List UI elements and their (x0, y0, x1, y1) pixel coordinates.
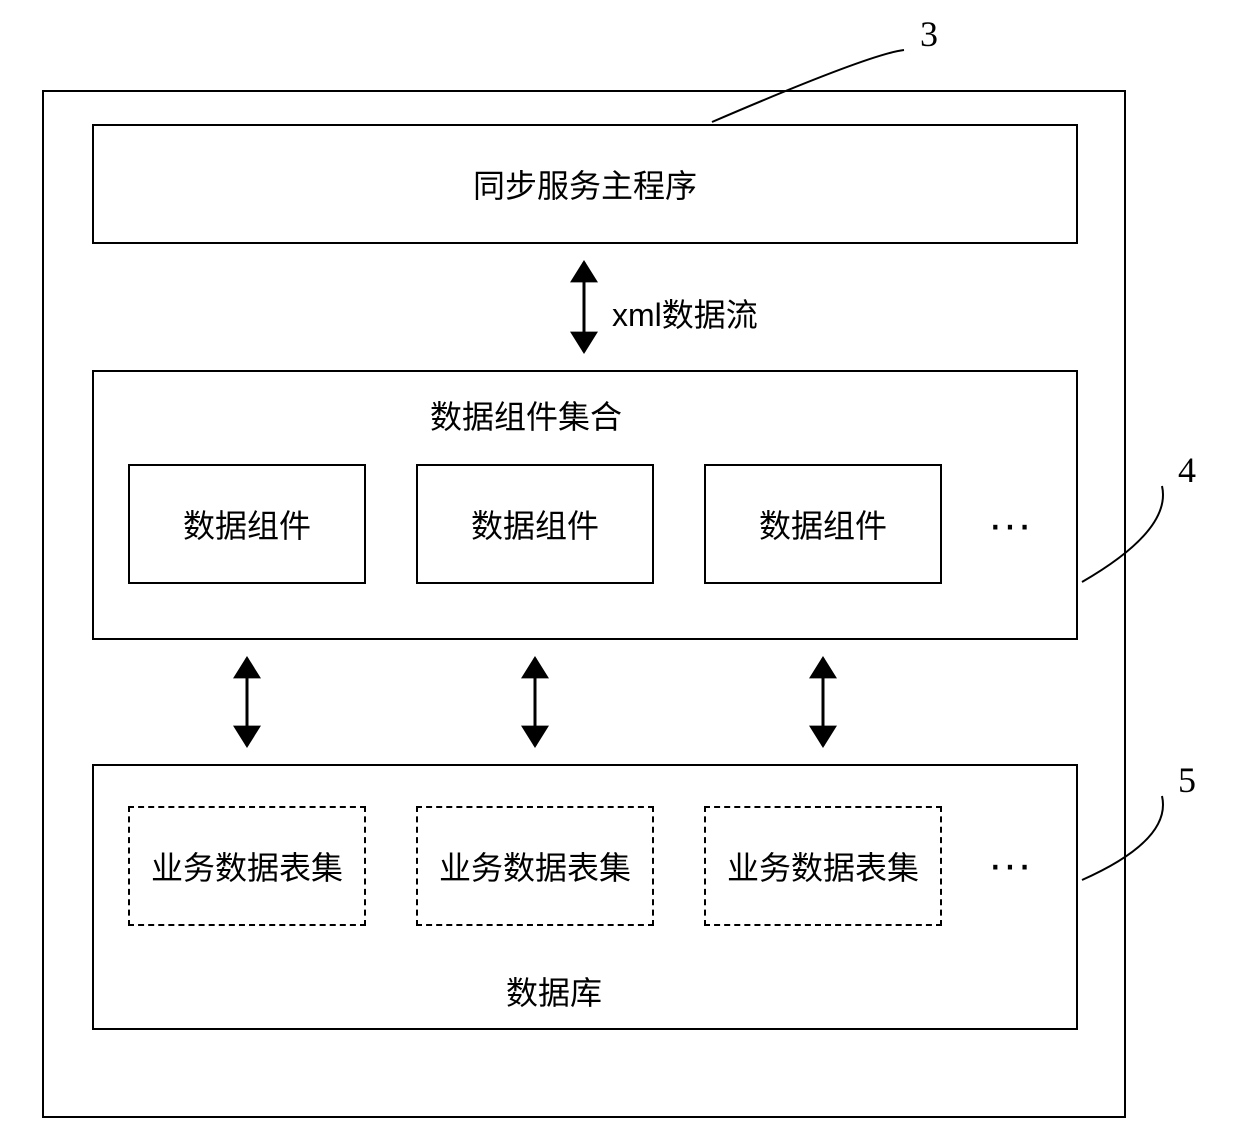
xml-flow-label: xml数据流 (612, 290, 758, 336)
business-table-set-0: 业务数据表集 (128, 806, 366, 926)
data-component-1: 数据组件 (416, 464, 654, 584)
data-component-0-label: 数据组件 (183, 501, 311, 547)
data-component-2-label: 数据组件 (759, 501, 887, 547)
callout-number-0: 3 (920, 14, 938, 54)
callout-number-1: 4 (1178, 450, 1196, 490)
data-component-1-label: 数据组件 (471, 501, 599, 547)
sync-service-main: 同步服务主程序 (92, 124, 1078, 244)
business-table-set-2: 业务数据表集 (704, 806, 942, 926)
callout-number-2: 5 (1178, 760, 1196, 800)
data-component-0: 数据组件 (128, 464, 366, 584)
business-table-set-1: 业务数据表集 (416, 806, 654, 926)
database-title: 数据库 (506, 968, 602, 1014)
bottom-ellipsis: ··· (988, 840, 1032, 890)
business-table-set-2-label: 业务数据表集 (727, 843, 919, 889)
business-table-set-1-label: 业务数据表集 (439, 843, 631, 889)
sync-service-main-label: 同步服务主程序 (473, 161, 697, 207)
middle-ellipsis: ··· (988, 500, 1032, 550)
data-component-2: 数据组件 (704, 464, 942, 584)
diagram-canvas: 同步服务主程序 xml数据流数据组件集合数据组件 数据组件 数据组件 ··· 业务数据表集… (0, 0, 1240, 1132)
data-component-collection-title: 数据组件集合 (430, 392, 622, 438)
business-table-set-0-label: 业务数据表集 (151, 843, 343, 889)
